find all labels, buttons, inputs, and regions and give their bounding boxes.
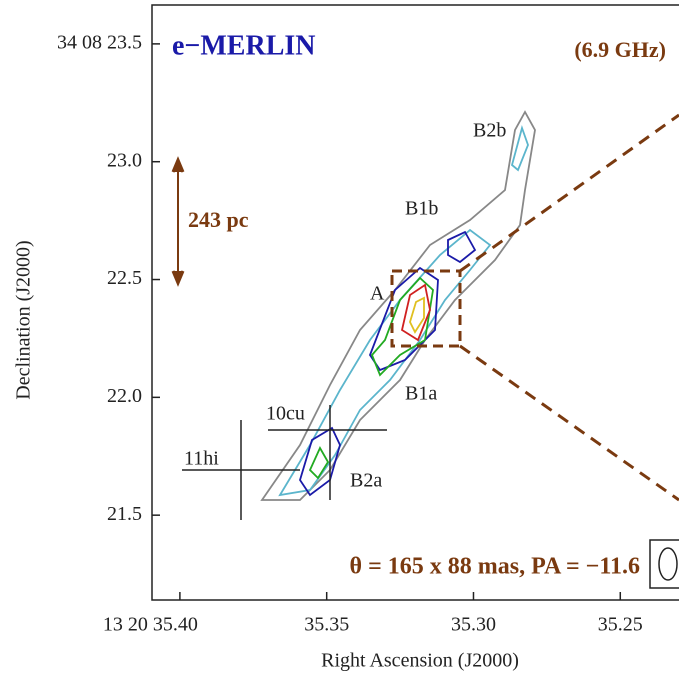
beam-label: θ = 165 x 88 mas, PA = −11.6 <box>350 554 640 580</box>
chart: e−MERLIN (6.9 GHz) 243 pc B2b B1b A B1a … <box>0 0 679 674</box>
x-tick-label: 13 20 35.40 <box>103 614 198 636</box>
contours <box>262 112 535 500</box>
y-tick-label: 22.5 <box>107 267 142 289</box>
component-label: B2b <box>473 120 506 142</box>
component-label: B2a <box>350 470 382 492</box>
x-tick-label: 35.35 <box>304 614 349 636</box>
y-tick-label: 21.5 <box>107 503 142 525</box>
beam-ellipse <box>659 548 677 580</box>
y-axis-label: Declination (J2000) <box>13 240 35 399</box>
y-tick-label: 34 08 23.5 <box>57 31 142 53</box>
component-label: B1b <box>405 198 438 220</box>
zoom-lines <box>173 115 679 500</box>
x-tick-label: 35.30 <box>451 614 496 636</box>
title: e−MERLIN <box>172 30 316 61</box>
scale-bar-label: 243 pc <box>188 207 249 232</box>
beam-box <box>650 540 679 588</box>
component-label: 11hi <box>184 448 219 470</box>
y-tick-label: 22.0 <box>107 385 142 407</box>
x-axis-label: Right Ascension (J2000) <box>321 650 519 672</box>
component-label: B1a <box>405 383 437 405</box>
x-tick-label: 35.25 <box>598 614 643 636</box>
y-tick-label: 23.0 <box>107 149 142 171</box>
component-label: A <box>370 283 385 305</box>
component-label: 10cu <box>266 403 305 425</box>
subtitle: (6.9 GHz) <box>574 37 666 62</box>
